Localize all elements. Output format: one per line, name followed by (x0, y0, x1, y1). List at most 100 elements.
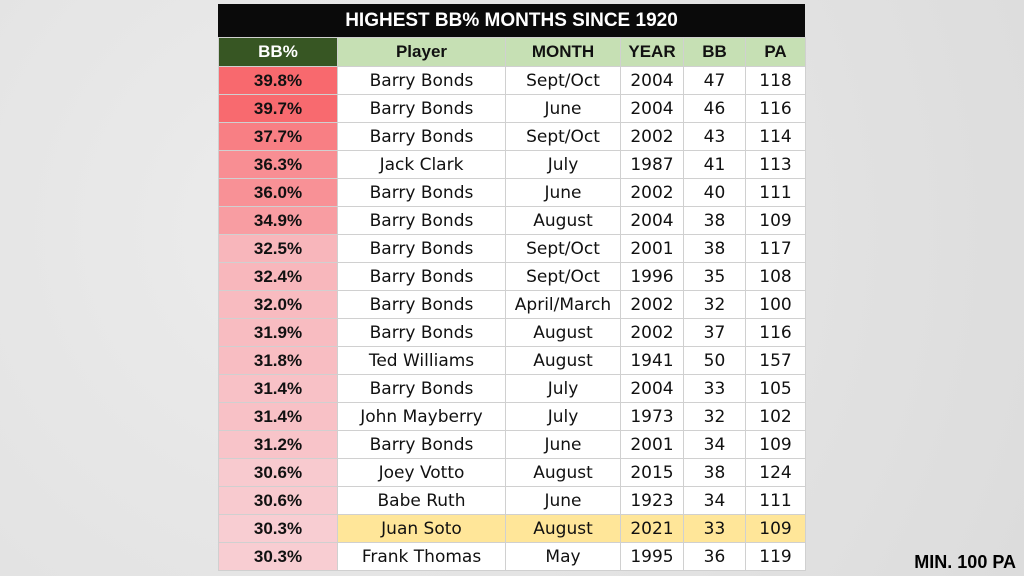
cell: 33 (683, 514, 746, 543)
table-row: 36.0% Barry Bonds June 2002 40 111 (218, 178, 806, 207)
bb-pct-cell: 31.4% (218, 402, 338, 431)
bb-pct-cell: 36.3% (218, 150, 338, 179)
cell: Sept/Oct (505, 66, 621, 95)
cell: Sept/Oct (505, 262, 621, 291)
bb-pct-cell: 31.4% (218, 374, 338, 403)
cell: 2004 (620, 206, 684, 235)
bb-pct-cell: 32.0% (218, 290, 338, 319)
cell: 119 (745, 542, 806, 571)
cell: Barry Bonds (337, 290, 506, 319)
table-row: 31.2% Barry Bonds June 2001 34 109 (218, 430, 806, 459)
table-row: 31.8% Ted Williams August 1941 50 157 (218, 346, 806, 375)
cell: John Mayberry (337, 402, 506, 431)
cell: 109 (745, 206, 806, 235)
table-row: 30.3% Juan Soto August 2021 33 109 (218, 514, 806, 543)
cell: 1941 (620, 346, 684, 375)
cell: 109 (745, 430, 806, 459)
cell: 43 (683, 122, 746, 151)
table-row: 39.8% Barry Bonds Sept/Oct 2004 47 118 (218, 66, 806, 95)
cell: 35 (683, 262, 746, 291)
bb-pct-cell: 31.9% (218, 318, 338, 347)
cell: August (505, 346, 621, 375)
cell: August (505, 514, 621, 543)
cell: 2002 (620, 318, 684, 347)
table-row: 32.4% Barry Bonds Sept/Oct 1996 35 108 (218, 262, 806, 291)
cell: 118 (745, 66, 806, 95)
table-row: 31.4% Barry Bonds July 2004 33 105 (218, 374, 806, 403)
table-row: 34.9% Barry Bonds August 2004 38 109 (218, 206, 806, 235)
table-body: 39.8% Barry Bonds Sept/Oct 2004 47 118 39.7% Ba… (218, 66, 806, 571)
cell: 124 (745, 458, 806, 487)
bb-pct-cell: 30.6% (218, 458, 338, 487)
cell: July (505, 150, 621, 179)
cell: 1995 (620, 542, 684, 571)
table-row: 30.6% Babe Ruth June 1923 34 111 (218, 486, 806, 515)
cell: 1987 (620, 150, 684, 179)
title: HIGHEST BB% MONTHS SINCE 1920 (218, 4, 805, 37)
table-row: 36.3% Jack Clark July 1987 41 113 (218, 150, 806, 179)
cell: 38 (683, 206, 746, 235)
cell: July (505, 374, 621, 403)
cell: May (505, 542, 621, 571)
cell: 111 (745, 178, 806, 207)
table-row: 31.9% Barry Bonds August 2002 37 116 (218, 318, 806, 347)
cell: Juan Soto (337, 514, 506, 543)
cell: 1973 (620, 402, 684, 431)
cell: 2002 (620, 178, 684, 207)
cell: August (505, 318, 621, 347)
cell: 116 (745, 318, 806, 347)
bb-pct-cell: 31.8% (218, 346, 338, 375)
cell: 114 (745, 122, 806, 151)
cell: 111 (745, 486, 806, 515)
cell: 50 (683, 346, 746, 375)
cell: 38 (683, 458, 746, 487)
cell: Babe Ruth (337, 486, 506, 515)
cell: 2015 (620, 458, 684, 487)
cell: Barry Bonds (337, 374, 506, 403)
bb-pct-cell: 30.3% (218, 514, 338, 543)
cell: June (505, 430, 621, 459)
cell: 100 (745, 290, 806, 319)
cell: August (505, 458, 621, 487)
cell: 34 (683, 430, 746, 459)
header-row: BB% Player MONTH YEAR BB PA (218, 37, 806, 67)
cell: 108 (745, 262, 806, 291)
cell: 117 (745, 234, 806, 263)
cell: 34 (683, 486, 746, 515)
cell: 2002 (620, 122, 684, 151)
cell: 2001 (620, 234, 684, 263)
cell: 105 (745, 374, 806, 403)
cell: 116 (745, 94, 806, 123)
cell: 2004 (620, 66, 684, 95)
cell: 1996 (620, 262, 684, 291)
cell: 33 (683, 374, 746, 403)
cell: 102 (745, 402, 806, 431)
cell: June (505, 94, 621, 123)
cell: Ted Williams (337, 346, 506, 375)
header-cell: YEAR (620, 37, 684, 67)
cell: 2021 (620, 514, 684, 543)
table-row: 37.7% Barry Bonds Sept/Oct 2002 43 114 (218, 122, 806, 151)
cell: Barry Bonds (337, 234, 506, 263)
cell: 2004 (620, 94, 684, 123)
cell: 46 (683, 94, 746, 123)
cell: 41 (683, 150, 746, 179)
table-row: 30.6% Joey Votto August 2015 38 124 (218, 458, 806, 487)
cell: 1923 (620, 486, 684, 515)
cell: 38 (683, 234, 746, 263)
footnote: MIN. 100 PA (914, 552, 1016, 572)
cell: June (505, 486, 621, 515)
cell: 2004 (620, 374, 684, 403)
cell: Sept/Oct (505, 122, 621, 151)
cell: Sept/Oct (505, 234, 621, 263)
cell: 47 (683, 66, 746, 95)
cell: Barry Bonds (337, 178, 506, 207)
bb-pct-cell: 30.3% (218, 542, 338, 571)
bb-pct-cell: 31.2% (218, 430, 338, 459)
table-row: 32.5% Barry Bonds Sept/Oct 2001 38 117 (218, 234, 806, 263)
table-row: 31.4% John Mayberry July 1973 32 102 (218, 402, 806, 431)
bb-pct-cell: 32.5% (218, 234, 338, 263)
cell: 36 (683, 542, 746, 571)
cell: Barry Bonds (337, 66, 506, 95)
cell: 2002 (620, 290, 684, 319)
